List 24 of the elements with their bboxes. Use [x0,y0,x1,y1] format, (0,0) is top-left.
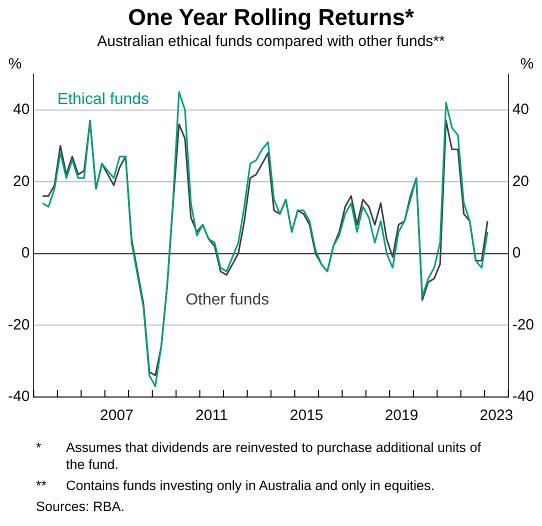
y2-axis-title: % [520,56,534,73]
x-tick-label: 2007 [100,407,134,424]
x-tick-label: 2011 [196,407,228,424]
y-tick-label: 20 [12,172,30,190]
x-tick-label: 2019 [384,407,418,424]
y2-tick-label: 20 [512,172,530,190]
chart-subtitle: Australian ethical funds compared with other funds** [96,33,446,50]
y2-tick-label: -20 [512,316,534,334]
y2-tick-label: -40 [512,388,534,406]
chart-title: One Year Rolling Returns* [127,3,415,31]
y-tick-label: 40 [12,101,30,118]
x-tick-label: 2015 [290,407,324,424]
text: * Assumes that dividends are reinvested to purchase additional units of the fund. [36,440,481,472]
y2-tick-label: 40 [512,101,530,118]
source-note: Sources: RBA. [36,498,126,515]
y2-tick-label: 0 [512,244,521,262]
y-tick-label: -20 [8,316,30,334]
x-tick-label: 2023 [480,407,514,424]
text: ** Contains funds investing only in Australia and only in equities. [36,478,434,493]
y-axis-title: % [8,56,22,73]
series-label: Other funds [186,292,270,309]
y-tick-label: -40 [8,388,30,406]
series-label: Ethical funds [57,91,150,108]
y-tick-label: 0 [21,244,30,262]
